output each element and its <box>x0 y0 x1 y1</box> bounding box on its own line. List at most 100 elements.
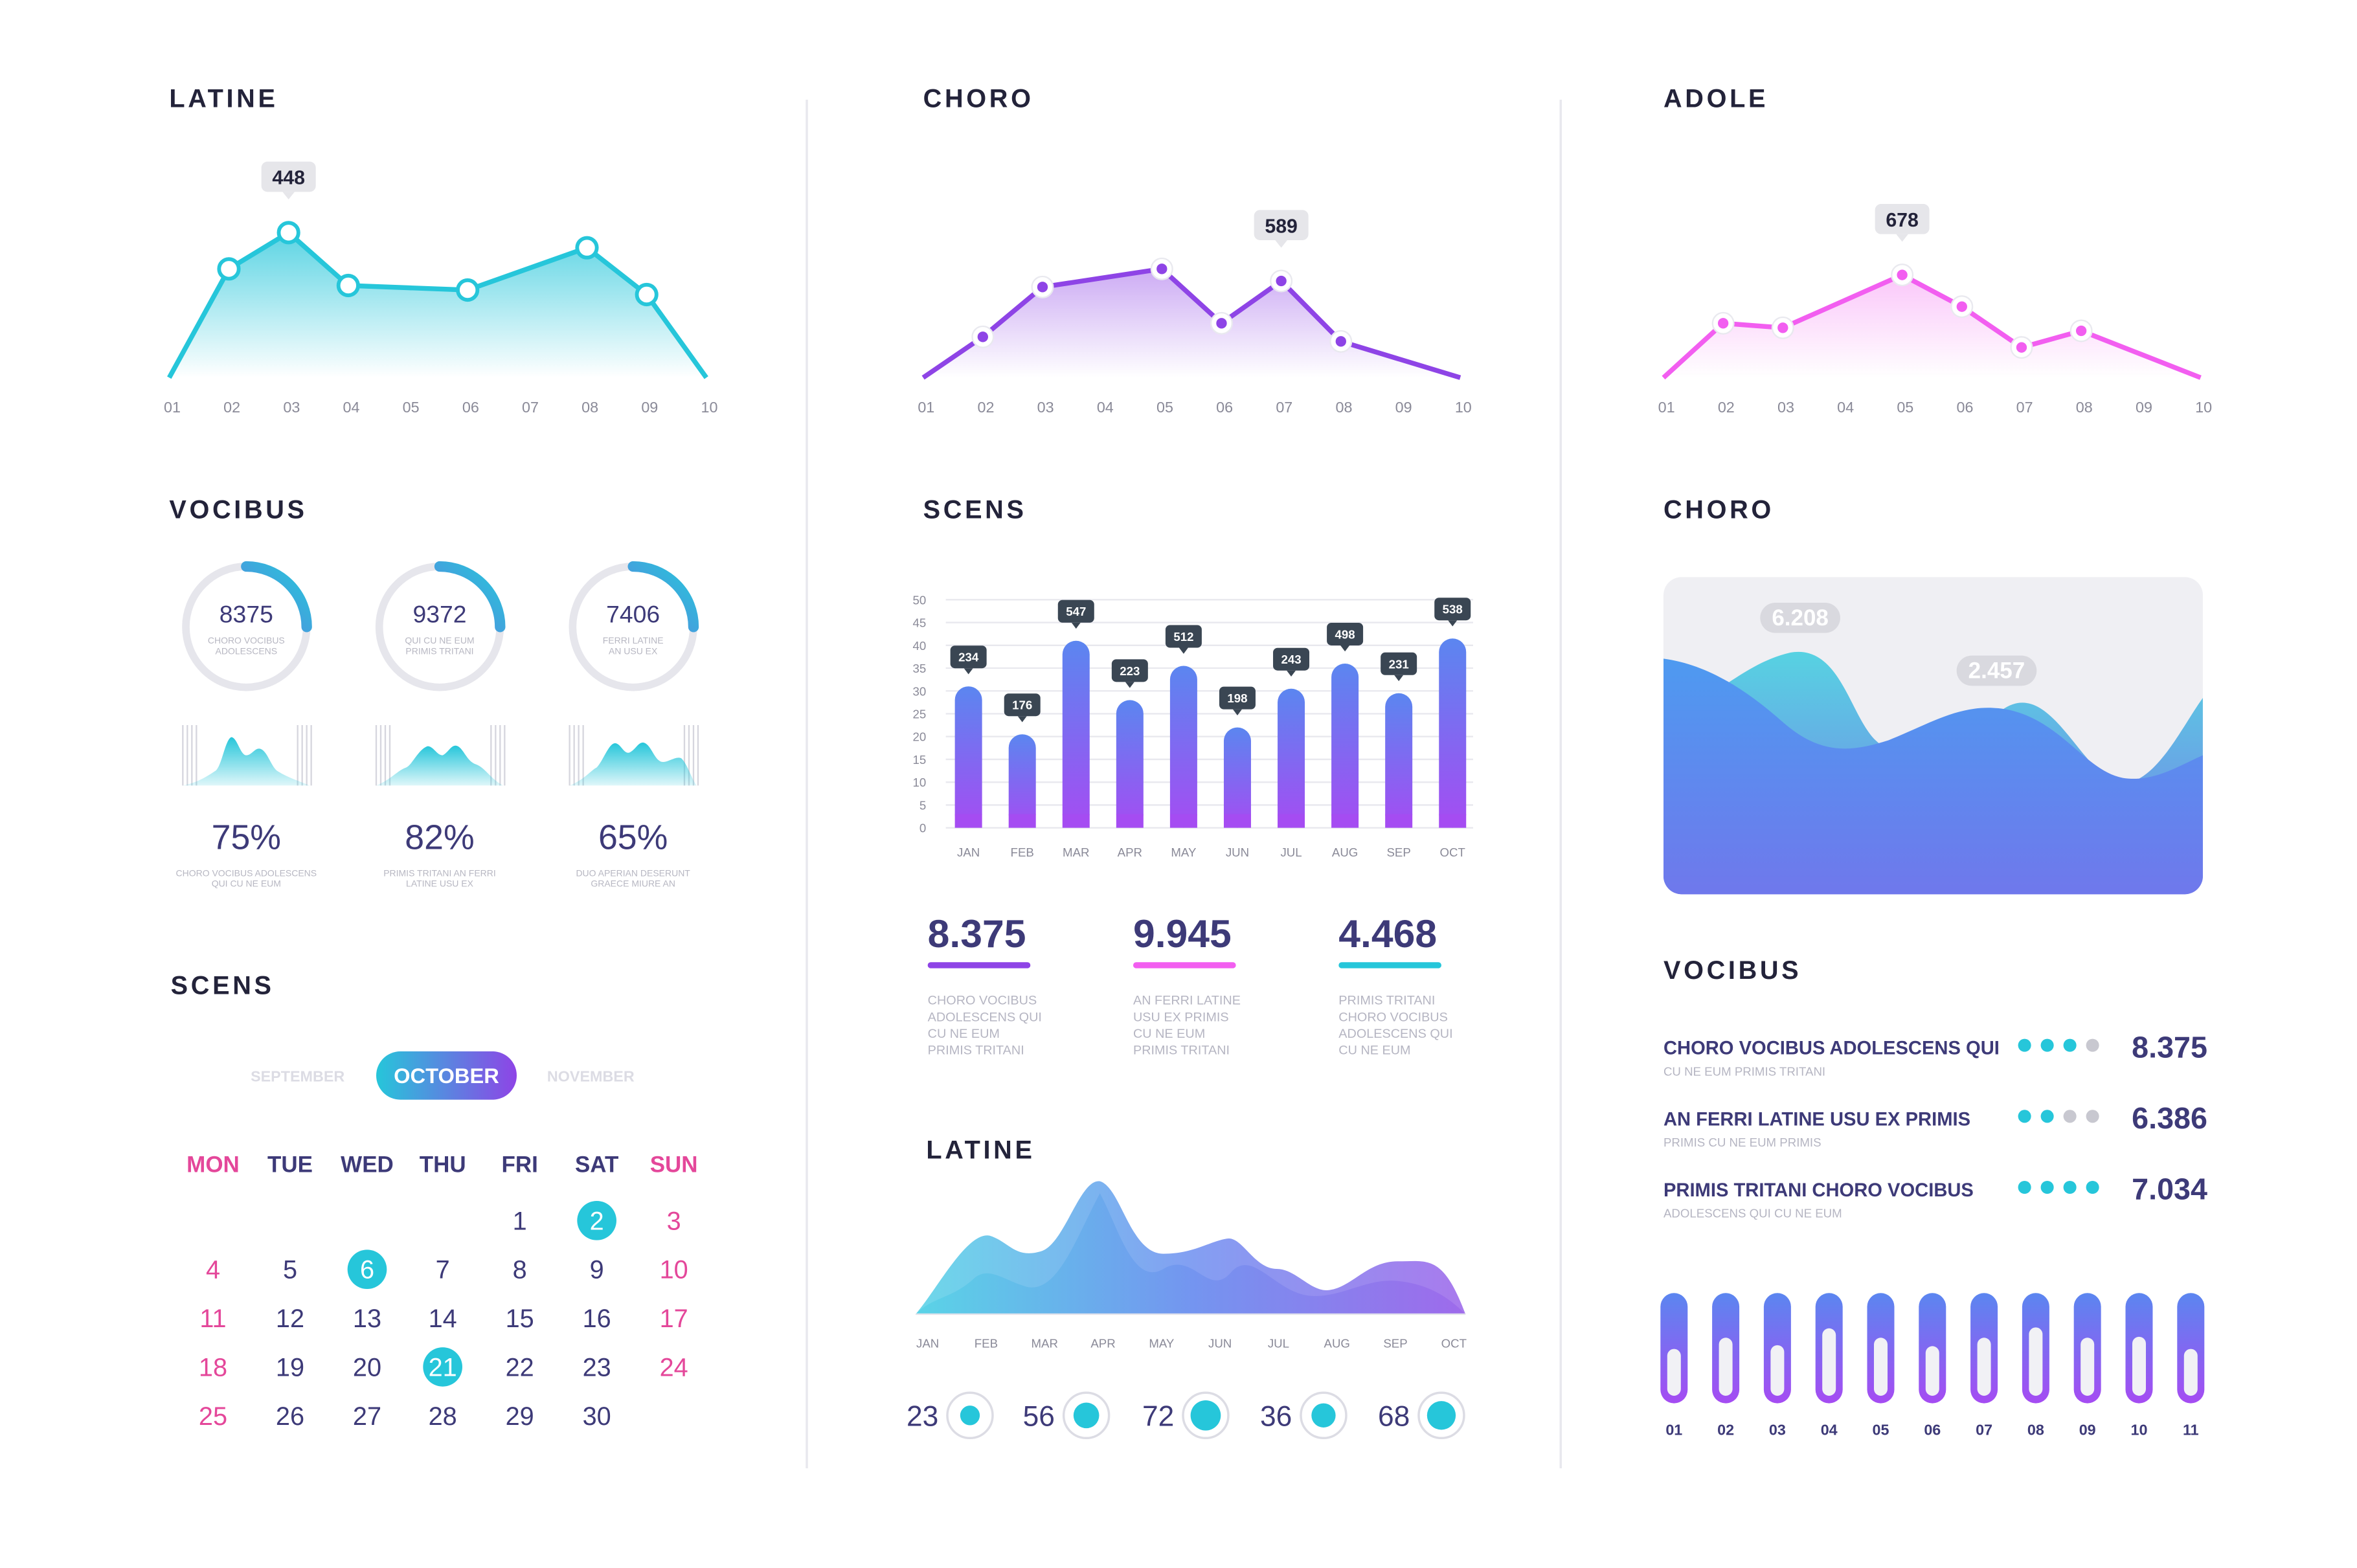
indicator-value: 72 <box>1142 1401 1174 1433</box>
bar-label-pointer <box>1125 682 1134 688</box>
callout-label: 678 <box>1886 210 1919 231</box>
calendar-current-month: OCTOBER <box>394 1064 499 1088</box>
calendar-current-month-pill[interactable] <box>376 1051 517 1100</box>
y-tick-label: 45 <box>913 616 927 630</box>
data-point <box>1777 322 1788 333</box>
x-tick-label: 08 <box>2076 399 2093 416</box>
bar-value-label: 176 <box>1012 699 1032 712</box>
day-highlight[interactable] <box>577 1200 616 1240</box>
y-tick-label: 10 <box>913 776 927 789</box>
calendar-day: 25 <box>199 1402 227 1431</box>
rating-dot <box>2040 1110 2054 1123</box>
x-tick-label: 03 <box>1769 1422 1786 1439</box>
bar-base <box>1385 814 1413 828</box>
x-tick-label: AUG <box>1324 1336 1350 1350</box>
calendar-day: 15 <box>506 1305 534 1333</box>
indicator-value: 36 <box>1260 1401 1292 1433</box>
bar-label-pointer <box>1178 647 1188 654</box>
bar-label-pointer <box>1394 675 1404 682</box>
x-tick-label: OCT <box>1441 1336 1467 1350</box>
x-tick-label: 06 <box>462 399 479 416</box>
callout-bubble <box>261 161 316 192</box>
level-bar-fill <box>2029 1327 2043 1396</box>
rating-dot <box>2086 1038 2099 1052</box>
circle-indicators-row: 23 56 72 36 68 <box>907 1391 1465 1440</box>
y-tick-label: 25 <box>913 707 927 721</box>
x-tick-label: 10 <box>2131 1422 2148 1439</box>
bar-label-bubble <box>950 645 987 669</box>
stat-caption: USU EX PRIMIS <box>1133 1010 1229 1024</box>
stat-caption: PRIMIS TRITANI <box>1338 994 1435 1008</box>
day-highlight[interactable] <box>423 1347 462 1387</box>
x-tick-label: 04 <box>1097 399 1114 416</box>
x-tick-label: 03 <box>1037 399 1054 416</box>
stat-caption: CU NE EUM <box>928 1027 1000 1041</box>
stat-underline <box>1338 962 1441 969</box>
line-area-fill <box>169 232 706 378</box>
day-highlight[interactable] <box>347 1249 387 1290</box>
x-tick-label: 09 <box>2079 1422 2096 1439</box>
calendar-day: 23 <box>583 1353 611 1382</box>
level-bar: 04 <box>1815 1293 1843 1439</box>
data-point <box>1037 282 1048 293</box>
data-point <box>2075 325 2087 337</box>
level-bar: 10 <box>2125 1293 2153 1439</box>
calendar-next-month[interactable]: NOVEMBER <box>547 1068 635 1085</box>
percent-note: PRIMIS TRITANI AN FERRI <box>383 868 496 878</box>
bar-label-bubble <box>1273 647 1310 671</box>
percent-note: LATINE USU EX <box>406 879 474 889</box>
calendar-day: 29 <box>506 1402 534 1431</box>
level-bar: 06 <box>1919 1293 1946 1439</box>
calendar-day: 7 <box>436 1256 450 1284</box>
y-tick-label: 30 <box>913 684 927 698</box>
list-item-subtitle: CU NE EUM PRIMIS TRITANI <box>1663 1064 1825 1078</box>
bar-label-bubble <box>1004 693 1041 717</box>
stat-caption: ADOLESCENS QUI <box>928 1010 1042 1024</box>
calendar-prev-month[interactable]: SEPTEMBER <box>251 1068 344 1085</box>
calendar-day: 24 <box>660 1353 688 1382</box>
callout-bubble <box>1760 602 1840 633</box>
x-tick-label: 07 <box>1276 399 1292 416</box>
x-tick-label: MAR <box>1032 1336 1058 1350</box>
indicator-dot <box>1311 1403 1336 1428</box>
calendar-day: 13 <box>353 1305 381 1333</box>
x-tick-label: 02 <box>978 399 995 416</box>
list-item: PRIMIS TRITANI CHORO VOCIBUS ADOLESCENS Q… <box>1663 1172 2207 1220</box>
mini-histogram <box>183 737 310 786</box>
series-line <box>1662 272 2202 380</box>
y-tick-label: 35 <box>913 662 927 675</box>
calendar-day: 4 <box>206 1256 220 1284</box>
stat-caption: CU NE EUM <box>1133 1027 1205 1041</box>
calendar-title: SCENS <box>171 971 275 1000</box>
x-tick-label: 05 <box>403 399 420 416</box>
calendar-day: 19 <box>276 1353 304 1382</box>
x-tick-label: 07 <box>2016 399 2033 416</box>
ring-caption: CHORO VOCIBUS <box>208 635 285 645</box>
stat-value: 9.945 <box>1133 912 1232 956</box>
calendar-day: 2 <box>590 1207 604 1235</box>
bar <box>1008 734 1036 828</box>
stat-card: 4.468 PRIMIS TRITANI CHORO VOCIBUS ADOLESCE… <box>1338 912 1453 1058</box>
x-tick-label: 08 <box>1335 399 1352 416</box>
stat-caption: CU NE EUM <box>1338 1044 1410 1058</box>
level-bar-fill <box>1873 1338 1888 1396</box>
data-point <box>1897 269 1908 280</box>
stat-caption: PRIMIS TRITANI <box>928 1044 1024 1058</box>
calendar-day: 11 <box>199 1305 226 1333</box>
calendar: SEPTEMBER OCTOBER NOVEMBER MON TUE WED THU F… <box>186 1051 698 1431</box>
x-tick-label: 07 <box>1976 1422 1992 1439</box>
x-tick-label: 04 <box>1837 399 1854 416</box>
x-tick-label: FEB <box>1011 846 1034 859</box>
callout-label: 448 <box>272 168 305 189</box>
indicator-value: 56 <box>1023 1401 1055 1433</box>
circle-indicator: 23 <box>907 1391 994 1440</box>
x-tick-label: 03 <box>1777 399 1794 416</box>
x-tick-label: APR <box>1118 846 1142 859</box>
bar <box>1169 666 1197 828</box>
wave-area-front <box>915 1181 1466 1314</box>
rating-dot <box>2086 1110 2099 1123</box>
circle-indicator: 72 <box>1142 1391 1230 1440</box>
x-tick-label: 09 <box>2136 399 2152 416</box>
